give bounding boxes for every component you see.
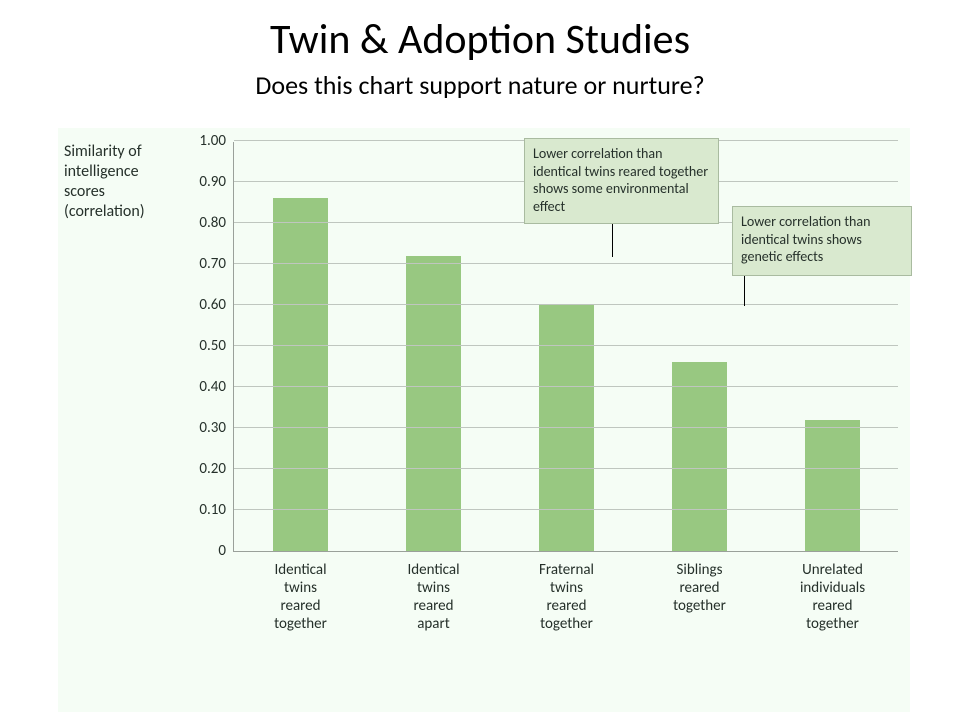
x-category-label: Fraternal twins reared together [503, 551, 629, 633]
y-tick-label: 0.80 [199, 214, 234, 232]
gridline [234, 468, 898, 469]
annotation-leader [744, 276, 745, 306]
bar [539, 305, 595, 551]
y-tick-label: 0 [218, 542, 234, 560]
slide-subtitle: Does this chart support nature or nurtur… [0, 69, 960, 101]
annotation-box: Lower correlation than identical twins r… [524, 138, 719, 224]
x-category-label: Identical twins reared apart [370, 551, 496, 633]
chart-figure: Similarity ofintelligencescores(correlat… [58, 128, 910, 712]
y-axis-title-line: scores [64, 182, 145, 202]
y-tick-label: 0.10 [199, 501, 234, 519]
x-category-label: Siblings reared together [636, 551, 762, 615]
y-axis-title: Similarity ofintelligencescores(correlat… [64, 142, 145, 222]
annotation-leader [612, 224, 613, 257]
y-tick-label: 0.20 [199, 460, 234, 478]
y-tick-label: 0.90 [199, 173, 234, 191]
y-tick-label: 1.00 [199, 132, 234, 150]
bar [672, 362, 728, 551]
bar [805, 420, 861, 551]
y-axis-title-line: (correlation) [64, 202, 145, 222]
slide-title: Twin & Adoption Studies [0, 0, 960, 65]
y-tick-label: 0.70 [199, 255, 234, 273]
bar [406, 256, 462, 551]
y-tick-label: 0.60 [199, 296, 234, 314]
slide: Twin & Adoption Studies Does this chart … [0, 0, 960, 720]
x-category-label: Identical twins reared together [237, 551, 363, 633]
y-axis-title-line: Similarity of [64, 142, 145, 162]
plot-area: 00.100.200.300.400.500.600.700.800.901.0… [233, 142, 898, 552]
gridline [234, 427, 898, 428]
y-tick-label: 0.50 [199, 337, 234, 355]
gridline [234, 386, 898, 387]
annotation-box: Lower correlation than identical twins s… [732, 206, 912, 276]
y-tick-label: 0.30 [199, 419, 234, 437]
gridline [234, 345, 898, 346]
bar [273, 198, 329, 551]
x-category-label: Unrelated individuals reared together [769, 551, 895, 633]
y-axis-title-line: intelligence [64, 162, 145, 182]
gridline [234, 304, 898, 305]
y-tick-label: 0.40 [199, 378, 234, 396]
gridline [234, 509, 898, 510]
